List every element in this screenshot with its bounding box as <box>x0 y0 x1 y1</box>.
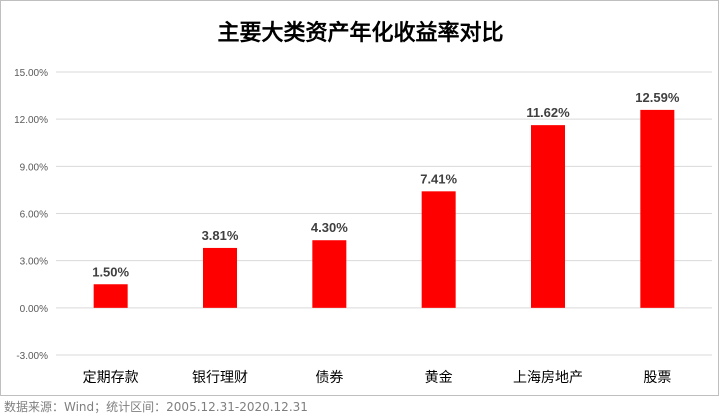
bar <box>203 247 237 308</box>
data-labels: 1.50% 3.81% 4.30% 7.41% 11.62% 12.59% <box>92 90 680 279</box>
chart-frame: 主要大类资产年化收益率对比 <box>0 0 719 396</box>
data-label: 11.62% <box>526 105 570 120</box>
gridlines <box>56 71 712 356</box>
y-tick-label: -3.00% <box>16 351 48 362</box>
y-axis-tick-labels: -3.00% 0.00% 3.00% 6.00% 9.00% 12.00% 15.00% <box>14 68 48 362</box>
data-label: 7.41% <box>420 171 457 186</box>
y-tick-label: 3.00% <box>20 257 48 268</box>
data-label: 3.81% <box>202 228 239 243</box>
chart-title: 主要大类资产年化收益率对比 <box>217 21 504 46</box>
bar <box>93 284 128 308</box>
bar <box>640 109 675 308</box>
data-label: 4.30% <box>311 220 348 235</box>
data-label: 12.59% <box>635 90 680 105</box>
y-tick-label: 6.00% <box>20 210 48 221</box>
bar-chart: -3.00% 0.00% 3.00% 6.00% 9.00% 12.00% 15.00% 1… <box>14 68 712 386</box>
x-axis-category-labels: 定期存款 银行理财 债券 黄金 上海房地产 股票 <box>83 369 672 386</box>
category-label: 债券 <box>315 370 343 386</box>
y-tick-label: 12.00% <box>14 115 48 126</box>
category-label: 股票 <box>643 370 671 386</box>
bar <box>531 125 565 308</box>
category-label: 上海房地产 <box>513 370 583 386</box>
bar <box>312 240 347 308</box>
category-label: 黄金 <box>425 369 453 386</box>
bars <box>93 109 675 308</box>
y-tick-label: 9.00% <box>20 162 48 173</box>
data-label: 1.50% <box>92 264 129 279</box>
source-note: 数据来源：Wind；统计区间：2005.12.31-2020.12.31 <box>4 400 308 414</box>
bar <box>421 191 456 308</box>
y-tick-label: 0.00% <box>20 304 48 315</box>
category-label: 银行理财 <box>192 370 248 386</box>
y-tick-label: 15.00% <box>14 68 48 79</box>
category-label: 定期存款 <box>83 370 139 386</box>
